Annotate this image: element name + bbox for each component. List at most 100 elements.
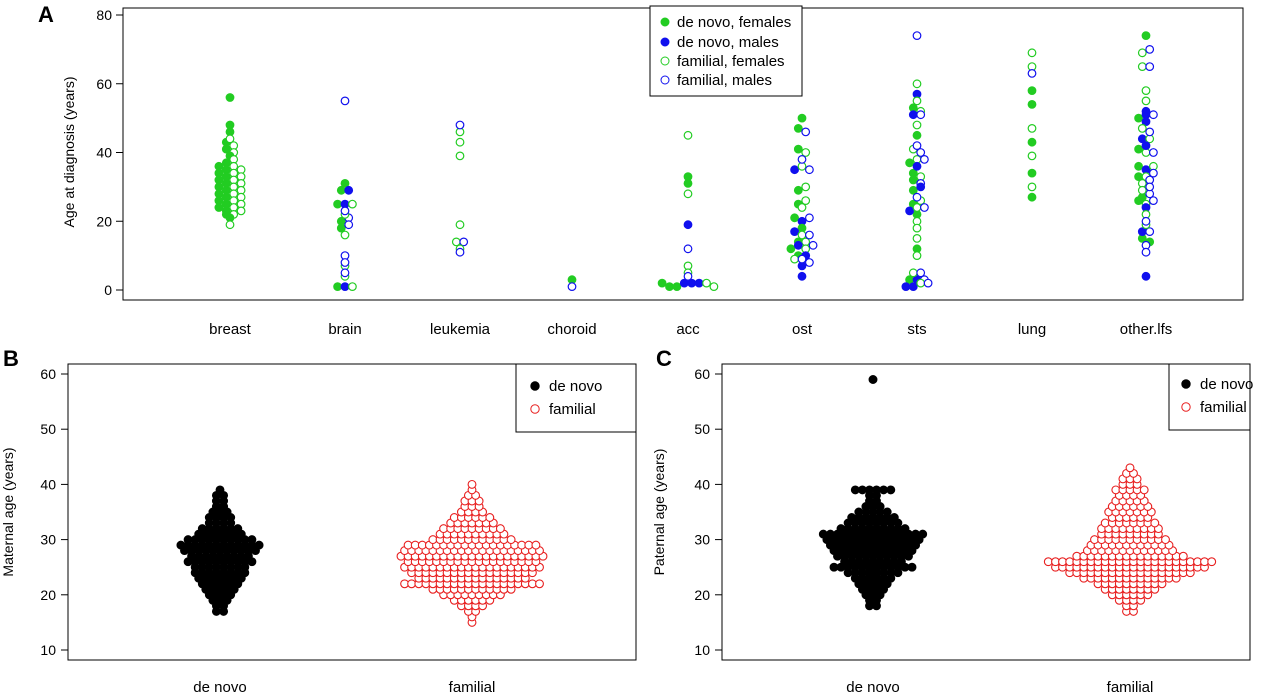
point-de-novo-age-29-11: [254, 540, 264, 550]
point-familial-age-40-0: [467, 479, 477, 489]
point-familial-males-other-lfs-33: [1145, 45, 1155, 54]
point-familial-females-lung-65: [1027, 151, 1037, 161]
point-familial-females-other-lfs-77: [1137, 185, 1147, 195]
point-familial-males-sts-21: [912, 31, 922, 40]
c-y-tick-label-20: 20: [694, 587, 710, 603]
x-categories-a: breast brain leukemia choroid acc ost sts lung o…: [209, 321, 1172, 338]
point-familial-females-other-lfs-68: [1137, 62, 1147, 71]
point-de-novo-females-brain-24: [336, 185, 346, 195]
panel-a: A Age at diagnosis (years) 0 20 40 60 80 bre…: [38, 2, 1244, 338]
point-de-novo-females-breast-19: [214, 203, 224, 212]
point-familial-females-sts-57: [912, 223, 922, 233]
point-familial-females-acc-36: [702, 278, 711, 288]
x-categories-b: de novo familial: [193, 679, 495, 694]
point-familial-males-ost-18: [808, 240, 818, 250]
legend-marker-familial-females: [660, 56, 670, 66]
point-familial-age-43-0: [1125, 463, 1135, 473]
panel-letter-a: A: [38, 2, 54, 27]
point-familial-females-brain-20: [348, 199, 357, 209]
point-familial-males-acc-12: [683, 271, 693, 281]
point-de-novo-age-32-9: [900, 524, 910, 534]
y-axis-label-c: Paternal age (years): [651, 449, 667, 576]
point-de-novo-males-other-lfs-24: [1141, 117, 1151, 126]
points-c: [818, 375, 1217, 616]
point-de-novo-females-acc-31: [683, 178, 693, 188]
point-de-novo-males-other-lfs-30: [1141, 271, 1151, 281]
point-de-novo-females-lung-56: [1027, 99, 1037, 109]
point-de-novo-age-25-11: [907, 562, 917, 572]
point-familial-males-brain-5: [340, 258, 350, 267]
a-category-choroid: choroid: [547, 321, 596, 338]
point-familial-males-other-lfs-37: [1148, 148, 1158, 157]
point-de-novo-females-lung-59: [1027, 192, 1037, 202]
y-axis-label-b: Maternal age (years): [0, 447, 16, 576]
point-familial-females-brain-22: [340, 230, 350, 240]
legend-label-familial-females: familial, females: [677, 53, 785, 70]
y-axis-label-a: Age at diagnosis (years): [61, 77, 77, 228]
point-de-novo-females-brain-27: [336, 223, 346, 233]
point-familial-females-sts-50: [912, 120, 922, 130]
c-y-tick-label-40: 40: [694, 476, 710, 492]
a-category-brain: brain: [328, 321, 361, 338]
point-familial-age-30-10: [1161, 535, 1170, 545]
legend-label-familial-males: familial, males: [677, 72, 772, 89]
point-familial-females-ost-42: [797, 203, 807, 212]
point-familial-males-brain-0: [340, 96, 350, 106]
b-y-tick-label-50: 50: [40, 421, 56, 437]
a-y-tick-label-20: 20: [96, 213, 112, 229]
point-familial-age-26-22: [1200, 557, 1209, 567]
a-category-ost: ost: [792, 321, 813, 338]
point-familial-males-other-lfs-36: [1145, 127, 1155, 137]
c-y-tick-label-30: 30: [694, 532, 710, 548]
legend-marker-familial-b: [530, 404, 540, 414]
point-de-novo-females-lung-58: [1027, 168, 1037, 178]
a-category-leukemia: leukemia: [430, 321, 491, 338]
b-y-tick-label-10: 10: [40, 642, 56, 658]
point-de-novo-males-ost-10: [793, 240, 803, 250]
point-de-novo-females-ost-37: [793, 144, 803, 154]
point-familial-females-other-lfs-69: [1141, 86, 1151, 95]
point-familial-females-sts-58: [912, 233, 922, 243]
point-familial-females-leukemia-27: [455, 137, 465, 147]
point-familial-females-breast-19: [225, 220, 235, 230]
point-familial-females-leukemia-29: [455, 220, 465, 230]
point-de-novo-females-breast-0: [225, 93, 235, 102]
legend-c: de novo familial: [1168, 363, 1253, 431]
point-de-novo-females-breast-4: [221, 144, 231, 154]
point-de-novo-males-brain-0: [344, 185, 354, 195]
point-de-novo-females-other-lfs-61: [1134, 113, 1143, 123]
point-de-novo-males-brain-2: [340, 282, 350, 292]
point-de-novo-females-lung-57: [1027, 137, 1037, 147]
point-de-novo-females-acc-33: [665, 282, 674, 292]
c-y-tick-label-50: 50: [694, 421, 710, 437]
legend-label-familial-b: familial: [549, 401, 596, 418]
point-familial-females-brain-25: [348, 282, 357, 292]
points-a: [214, 31, 1158, 292]
point-de-novo-females-ost-43: [786, 244, 796, 254]
point-familial-age-22-19: [535, 579, 544, 589]
point-de-novo-females-sts-47: [905, 158, 914, 168]
point-de-novo-females-brain-28: [333, 282, 343, 292]
point-de-novo-age-35-4: [882, 507, 892, 517]
a-y-tick-label-0: 0: [104, 282, 112, 298]
legend-label-de-novo-females: de novo, females: [677, 14, 791, 31]
point-familial-females-breast-17: [236, 206, 246, 216]
legend-label-de-novo-b: de novo: [549, 378, 602, 395]
point-familial-age-33-7: [1150, 518, 1160, 528]
a-category-sts: sts: [907, 321, 926, 338]
point-de-novo-females-other-lfs-66: [1134, 196, 1143, 206]
point-de-novo-females-brain-25: [333, 199, 343, 209]
point-de-novo-males-acc-3: [683, 220, 693, 230]
point-familial-males-sts-28: [920, 203, 929, 212]
point-de-novo-age-34-6: [889, 513, 899, 522]
a-y-tick-label-40: 40: [96, 145, 112, 161]
point-familial-age-34-5: [485, 513, 495, 522]
point-de-novo-males-sts-20: [901, 282, 911, 292]
point-familial-age-32-8: [495, 524, 505, 534]
point-familial-males-other-lfs-42: [1148, 196, 1158, 206]
point-familial-males-sts-22: [916, 110, 926, 120]
point-familial-males-sts-27: [912, 192, 922, 202]
c-y-tick-label-10: 10: [694, 642, 710, 658]
a-category-breast: breast: [209, 321, 252, 338]
c-category-familial: familial: [1107, 679, 1154, 694]
